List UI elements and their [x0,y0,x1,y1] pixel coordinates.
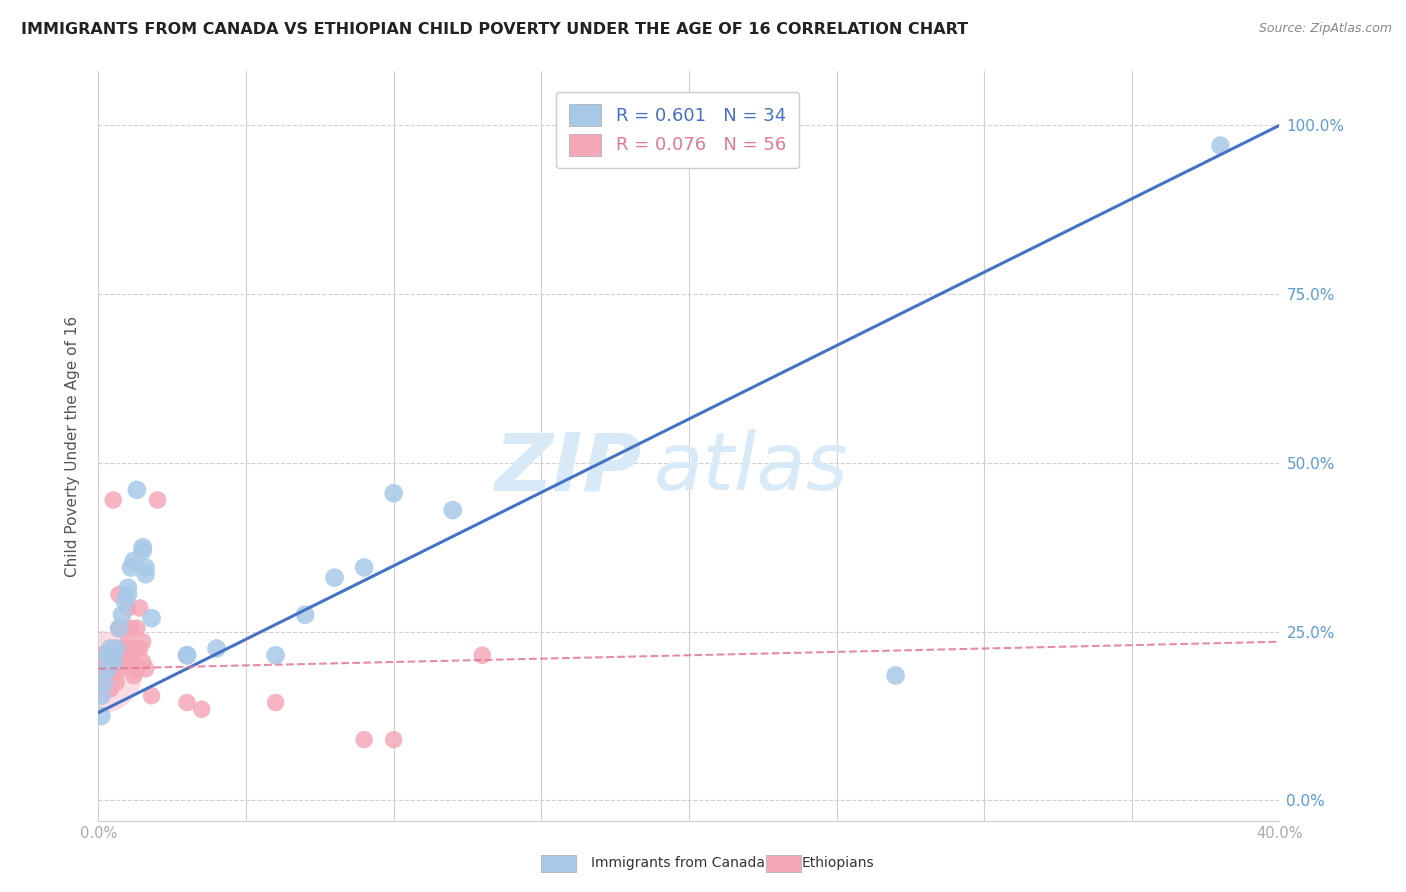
Point [294,607,316,622]
Point [132,655,155,669]
Point [125,662,148,676]
Text: ZIP: ZIP [495,429,641,508]
Point [132,541,155,555]
Point [93,662,115,676]
Point [98,668,121,682]
Point [146,493,169,508]
Point [87,662,110,676]
Point [132,634,155,648]
Point [114,621,136,635]
Text: IMMIGRANTS FROM CANADA VS ETHIOPIAN CHILD POVERTY UNDER THE AGE OF 16 CORRELATIO: IMMIGRANTS FROM CANADA VS ETHIOPIAN CHIL… [21,22,969,37]
Point [108,641,131,656]
Point [176,648,198,663]
Point [93,668,115,682]
Point [135,662,157,676]
Text: atlas: atlas [654,429,848,508]
Point [93,675,115,690]
Point [103,668,125,682]
Point [90,689,112,703]
Point [128,641,150,656]
Point [471,648,494,663]
Point [111,607,134,622]
Point [323,571,346,585]
Point [120,560,142,574]
Point [117,655,139,669]
Point [98,681,121,696]
Point [264,696,287,710]
Point [108,621,131,635]
Point [117,581,139,595]
Point [141,689,163,703]
Point [353,560,375,574]
Point [264,648,287,663]
Point [90,662,112,676]
Point [108,587,131,601]
Point [96,662,118,676]
Point [90,675,112,690]
Point [111,641,134,656]
Point [441,503,464,517]
Point [108,655,131,669]
Point [103,641,125,656]
Point [96,675,118,690]
Point [176,696,198,710]
Point [120,648,142,663]
Point [105,675,128,690]
Point [98,641,121,656]
Point [96,655,118,669]
Point [176,648,198,663]
Point [117,641,139,656]
Point [93,648,115,663]
Point [98,648,121,663]
Point [122,641,145,656]
Point [105,641,128,656]
Point [191,702,214,716]
Legend: R = 0.601   N = 34, R = 0.076   N = 56: R = 0.601 N = 34, R = 0.076 N = 56 [557,92,799,169]
Point [90,665,112,680]
Point [103,655,125,669]
Point [884,668,907,682]
Point [128,601,150,615]
Point [87,655,110,669]
Point [382,486,405,500]
Point [120,621,142,635]
Point [90,668,112,682]
Point [96,648,118,663]
Point [122,554,145,568]
Point [1209,138,1232,153]
Point [90,709,112,723]
Point [135,567,157,582]
Text: Immigrants from Canada: Immigrants from Canada [591,855,765,870]
Point [90,648,112,663]
Point [125,641,148,656]
Point [114,594,136,608]
Point [141,611,163,625]
Point [125,483,148,497]
Point [105,641,128,656]
Point [111,662,134,676]
Point [108,621,131,635]
Point [98,648,121,663]
Point [105,662,128,676]
Point [117,628,139,642]
Point [98,662,121,676]
Point [93,681,115,696]
Point [125,621,148,635]
Point [135,560,157,574]
Y-axis label: Child Poverty Under the Age of 16: Child Poverty Under the Age of 16 [65,316,80,576]
Point [103,648,125,663]
Point [117,587,139,601]
Text: Source: ZipAtlas.com: Source: ZipAtlas.com [1258,22,1392,36]
Point [114,655,136,669]
Point [117,601,139,615]
Point [353,732,375,747]
Point [96,681,118,696]
Point [96,668,118,682]
Point [122,668,145,682]
Point [132,543,155,558]
Text: Ethiopians: Ethiopians [801,855,875,870]
Point [103,493,125,508]
Point [382,732,405,747]
Point [205,641,228,656]
